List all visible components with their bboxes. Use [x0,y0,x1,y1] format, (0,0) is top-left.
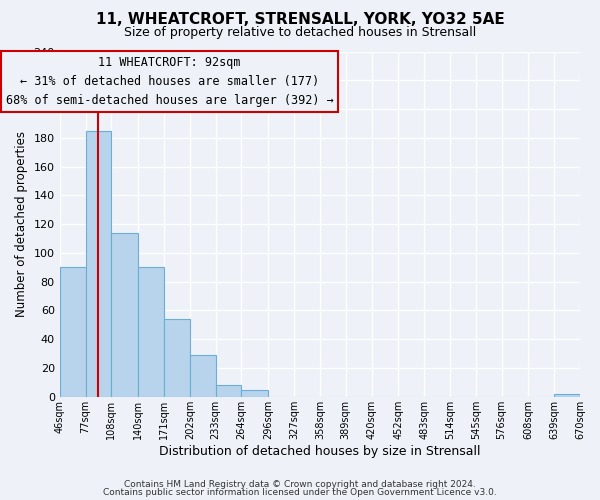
X-axis label: Distribution of detached houses by size in Strensall: Distribution of detached houses by size … [159,444,481,458]
Bar [138,268,164,397]
Bar [59,268,86,397]
Text: Size of property relative to detached houses in Strensall: Size of property relative to detached ho… [124,26,476,39]
Bar [86,130,112,397]
Bar [190,355,215,397]
Bar [112,233,138,397]
Text: Contains public sector information licensed under the Open Government Licence v3: Contains public sector information licen… [103,488,497,497]
Bar [215,386,241,397]
Bar [164,319,190,397]
Text: 11 WHEATCROFT: 92sqm
← 31% of detached houses are smaller (177)
68% of semi-deta: 11 WHEATCROFT: 92sqm ← 31% of detached h… [6,56,334,107]
Text: 11, WHEATCROFT, STRENSALL, YORK, YO32 5AE: 11, WHEATCROFT, STRENSALL, YORK, YO32 5A… [95,12,505,28]
Bar [554,394,580,397]
Bar [241,390,268,397]
Text: Contains HM Land Registry data © Crown copyright and database right 2024.: Contains HM Land Registry data © Crown c… [124,480,476,489]
Y-axis label: Number of detached properties: Number of detached properties [15,131,28,317]
